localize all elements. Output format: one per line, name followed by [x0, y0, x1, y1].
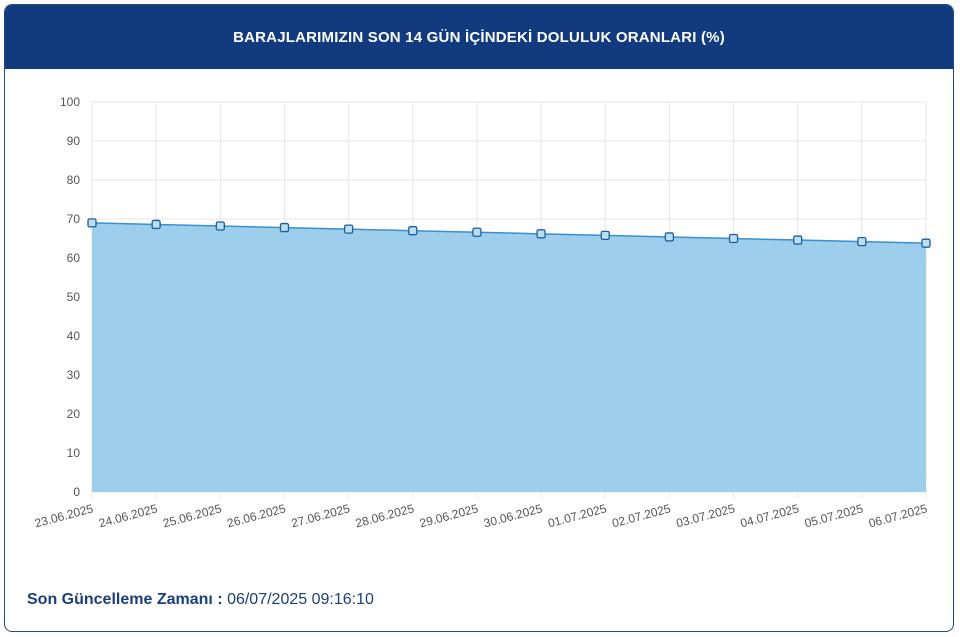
y-tick-label: 50: [67, 290, 81, 304]
x-tick-label: 05.07.2025: [803, 501, 865, 530]
last-update: Son Güncelleme Zamanı : 06/07/2025 09:16…: [27, 591, 374, 609]
data-point-marker[interactable]: [87, 218, 97, 228]
data-point-marker[interactable]: [472, 227, 482, 237]
y-tick-label: 0: [73, 485, 80, 499]
y-tick-label: 100: [60, 95, 80, 109]
area-series: [91, 222, 927, 492]
data-point-marker[interactable]: [600, 230, 610, 241]
last-update-value: 06/07/2025 09:16:10: [227, 591, 374, 608]
y-tick-label: 10: [67, 446, 81, 460]
data-point-marker[interactable]: [728, 233, 739, 244]
data-point-marker[interactable]: [343, 224, 354, 234]
data-point-marker[interactable]: [151, 219, 161, 230]
chart-card: BARAJLARIMIZIN SON 14 GÜN İÇİNDEKİ DOLUL…: [4, 4, 954, 632]
data-point-marker[interactable]: [793, 235, 803, 245]
data-point-marker[interactable]: [215, 221, 225, 231]
x-tick-label: 06.07.2025: [867, 501, 929, 530]
x-tick-label: 27.06.2025: [290, 501, 352, 530]
series-line: [91, 222, 927, 244]
y-tick-label: 70: [67, 212, 81, 226]
data-point-marker[interactable]: [408, 226, 418, 236]
data-point-marker[interactable]: [664, 232, 675, 242]
x-axis-ticks: 23.06.2025 24.06.2025 25.06.2025 26.06.2025…: [33, 501, 929, 530]
x-tick-label: 02.07.2025: [611, 501, 673, 530]
last-update-label: Son Güncelleme Zamanı :: [27, 591, 223, 608]
data-point-marker[interactable]: [536, 229, 546, 239]
x-tick-label: 26.06.2025: [226, 501, 288, 530]
x-tick-label: 24.06.2025: [97, 501, 159, 530]
x-tick-label: 01.07.2025: [546, 501, 608, 530]
data-point-marker[interactable]: [857, 236, 867, 247]
y-tick-label: 40: [67, 329, 81, 343]
x-tick-label: 25.06.2025: [161, 501, 223, 530]
y-axis-ticks: 0 10 20 30 40 50 60 70 80 90 100: [60, 95, 80, 499]
card-header: BARAJLARIMIZIN SON 14 GÜN İÇİNDEKİ DOLUL…: [5, 5, 953, 69]
y-tick-label: 20: [67, 407, 81, 421]
dam-occupancy-chart: 0 10 20 30 40 50 60 70 80 90 100 23.06.2025 24.06.2…: [33, 95, 931, 530]
data-markers: [87, 218, 931, 248]
x-tick-label: 23.06.2025: [33, 501, 95, 530]
area-fill: [92, 222, 926, 492]
x-tick-label: 03.07.2025: [675, 501, 737, 530]
y-tick-label: 60: [67, 251, 81, 265]
x-tick-label: 29.06.2025: [418, 501, 480, 530]
y-tick-label: 90: [67, 134, 81, 148]
data-point-marker[interactable]: [921, 238, 931, 248]
y-tick-label: 80: [67, 173, 81, 187]
x-tick-label: 28.06.2025: [354, 501, 416, 530]
chart-title: BARAJLARIMIZIN SON 14 GÜN İÇİNDEKİ DOLUL…: [233, 28, 725, 46]
x-tick-label: 04.07.2025: [739, 501, 801, 530]
data-point-marker[interactable]: [279, 222, 290, 233]
y-tick-label: 30: [67, 368, 81, 382]
x-tick-label: 30.06.2025: [482, 501, 544, 530]
